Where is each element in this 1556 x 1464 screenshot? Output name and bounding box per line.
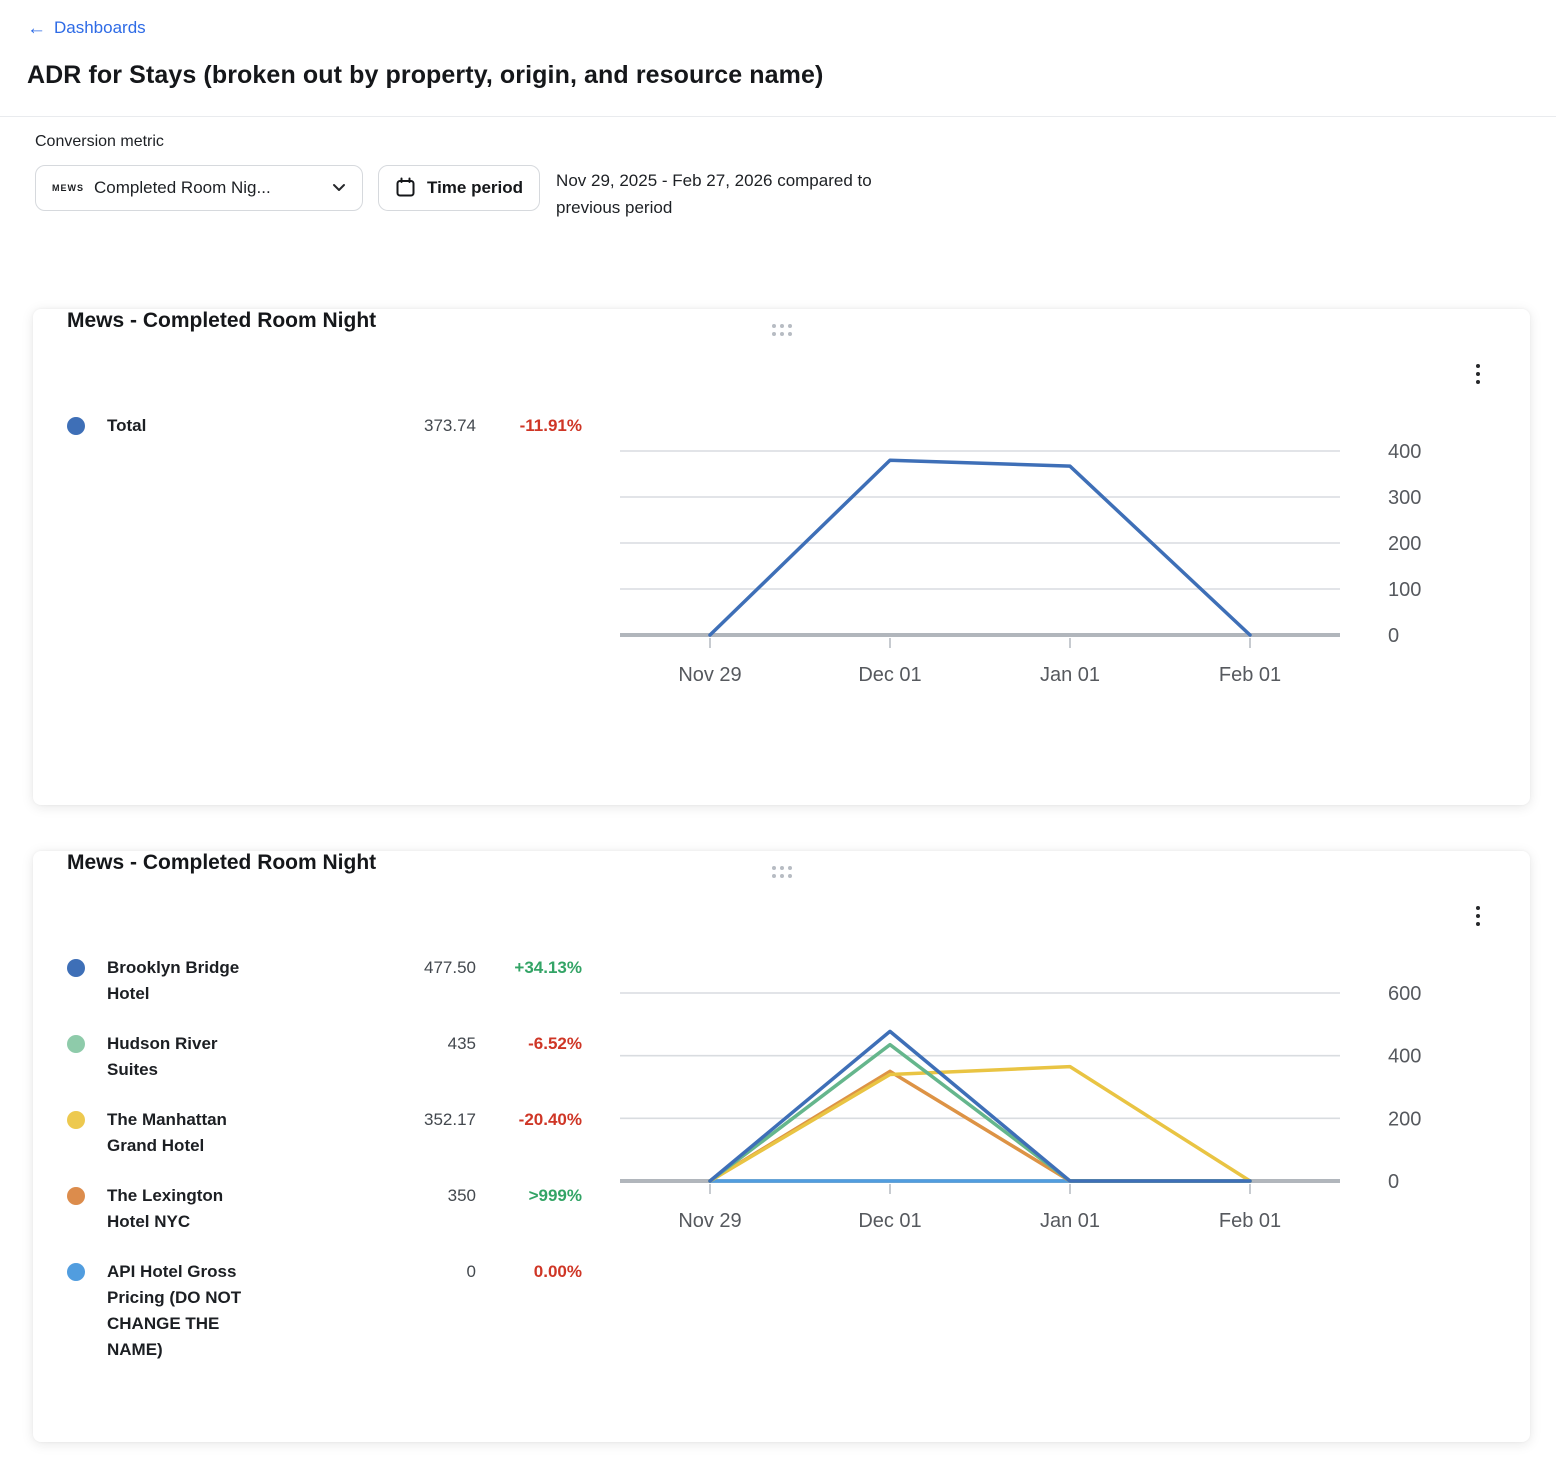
legend-item[interactable]: The Manhattan Grand Hotel352.17-20.40% <box>67 1107 620 1159</box>
series-color-dot <box>67 417 85 435</box>
series-line <box>710 1066 1250 1180</box>
y-axis-label: 400 <box>1388 441 1421 463</box>
dashboard-canvas: Mews - Completed Room Night Total373.74-… <box>0 238 1556 1464</box>
series-change: >999% <box>476 1183 582 1209</box>
chart-area: Nov 29 Dec 01 Jan 01 Feb 01 0 100 200 300 400 <box>620 437 1460 692</box>
series-color-dot <box>67 959 85 977</box>
conversion-metric-label: Conversion metric <box>35 133 1521 151</box>
card-menu-button[interactable] <box>1464 357 1492 391</box>
series-color-dot <box>67 1187 85 1205</box>
legend-item[interactable]: The Lexington Hotel NYC350>999% <box>67 1183 620 1235</box>
x-axis-label: Feb 01 <box>1219 664 1281 686</box>
legend-item[interactable]: Total373.74-11.91% <box>67 413 620 440</box>
series-change: -20.40% <box>476 1107 582 1133</box>
series-value: 350 <box>262 1183 476 1209</box>
series-value: 0 <box>262 1259 476 1285</box>
series-color-dot <box>67 1263 85 1281</box>
chart-card-total: Mews - Completed Room Night Total373.74-… <box>33 309 1530 805</box>
page-title: ADR for Stays (broken out by property, o… <box>27 61 1529 90</box>
series-change: +34.13% <box>476 955 582 981</box>
time-period-label: Time period <box>427 178 523 198</box>
x-axis-label: Nov 29 <box>678 1210 741 1232</box>
back-link-label: Dashboards <box>54 18 146 38</box>
series-change: -6.52% <box>476 1031 582 1057</box>
y-axis-label: 600 <box>1388 983 1421 1005</box>
card-menu-button[interactable] <box>1464 899 1492 933</box>
chart-area: Nov 29 Dec 01 Jan 01 Feb 01 0 200 400 600 <box>620 979 1460 1238</box>
chart-card-by-property: Mews - Completed Room Night Brooklyn Bri… <box>33 851 1530 1442</box>
x-axis-label: Dec 01 <box>858 1210 921 1232</box>
series-line <box>710 1071 1250 1181</box>
drag-handle[interactable] <box>768 862 796 882</box>
series-label: The Lexington Hotel NYC <box>107 1183 262 1235</box>
x-axis-label: Jan 01 <box>1040 664 1100 686</box>
chart-legend: Brooklyn Bridge Hotel477.50+34.13% Hudson… <box>67 955 620 1363</box>
chart-legend: Total373.74-11.91% <box>67 413 620 440</box>
y-axis-label: 0 <box>1388 1171 1399 1193</box>
series-label: API Hotel Gross Pricing (DO NOT CHANGE T… <box>107 1259 262 1363</box>
chevron-down-icon <box>332 183 346 192</box>
series-label: Total <box>107 413 262 439</box>
back-to-dashboards-link[interactable]: ← Dashboards <box>27 18 146 38</box>
calendar-icon <box>395 177 416 198</box>
series-label: Hudson River Suites <box>107 1031 262 1083</box>
y-axis-label: 0 <box>1388 625 1399 647</box>
x-axis-label: Dec 01 <box>858 664 921 686</box>
page-header: ← Dashboards ADR for Stays (broken out b… <box>0 0 1556 117</box>
y-axis-label: 400 <box>1388 1045 1421 1067</box>
series-change: -11.91% <box>476 413 582 439</box>
line-chart: Nov 29 Dec 01 Jan 01 Feb 01 0 200 400 600 <box>620 979 1460 1238</box>
date-range-text: Nov 29, 2025 - Feb 27, 2026 compared to … <box>556 165 934 221</box>
legend-item[interactable]: Hudson River Suites435-6.52% <box>67 1031 620 1083</box>
filter-bar: Conversion metric MEWS Completed Room Ni… <box>0 117 1556 238</box>
conversion-metric-dropdown[interactable]: MEWS Completed Room Nig... <box>35 165 363 211</box>
x-axis-label: Jan 01 <box>1040 1210 1100 1232</box>
series-value: 477.50 <box>262 955 476 981</box>
y-axis-label: 200 <box>1388 1108 1421 1130</box>
x-axis-label: Nov 29 <box>678 664 741 686</box>
back-arrow-icon: ← <box>27 19 46 38</box>
y-axis-label: 300 <box>1388 487 1421 509</box>
series-change: 0.00% <box>476 1259 582 1285</box>
drag-handle[interactable] <box>768 320 796 340</box>
series-value: 352.17 <box>262 1107 476 1133</box>
y-axis-label: 100 <box>1388 579 1421 601</box>
series-label: Brooklyn Bridge Hotel <box>107 955 262 1007</box>
series-value: 373.74 <box>262 413 476 439</box>
y-axis-label: 200 <box>1388 533 1421 555</box>
series-color-dot <box>67 1111 85 1129</box>
mews-logo: MEWS <box>52 183 84 193</box>
legend-item[interactable]: API Hotel Gross Pricing (DO NOT CHANGE T… <box>67 1259 620 1363</box>
series-label: The Manhattan Grand Hotel <box>107 1107 262 1159</box>
series-value: 435 <box>262 1031 476 1057</box>
series-line <box>710 460 1250 635</box>
conversion-metric-value: Completed Room Nig... <box>94 178 271 198</box>
x-axis-label: Feb 01 <box>1219 1210 1281 1232</box>
time-period-button[interactable]: Time period <box>378 165 540 211</box>
series-color-dot <box>67 1035 85 1053</box>
legend-item[interactable]: Brooklyn Bridge Hotel477.50+34.13% <box>67 955 620 1007</box>
line-chart: Nov 29 Dec 01 Jan 01 Feb 01 0 100 200 300 400 <box>620 437 1460 692</box>
series-line <box>710 1031 1250 1181</box>
